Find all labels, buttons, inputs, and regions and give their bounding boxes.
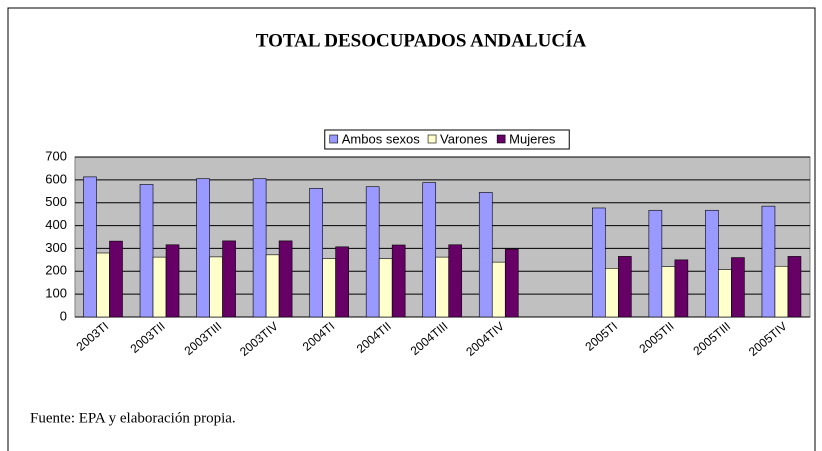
x-tick-label: 2003TIII xyxy=(182,319,225,358)
x-tick-label: 2003TIV xyxy=(237,319,281,359)
bar xyxy=(705,209,719,318)
bar xyxy=(83,176,97,318)
bar xyxy=(648,209,663,318)
chart-title: TOTAL DESOCUPADOS ANDALUCÍA xyxy=(256,29,587,51)
bar xyxy=(618,256,632,318)
legend-swatch xyxy=(496,134,506,144)
bar xyxy=(322,258,336,318)
bar xyxy=(196,178,210,318)
bar xyxy=(422,182,437,318)
x-tick-label: 2005TI xyxy=(582,319,620,354)
legend-label: Mujeres xyxy=(509,131,556,146)
x-tick-label: 2004TIII xyxy=(408,319,451,358)
bar xyxy=(605,268,619,318)
bar xyxy=(109,240,123,318)
x-tick-label: 2004TI xyxy=(300,319,338,354)
legend-swatch xyxy=(329,134,339,144)
legend-label: Ambos sexos xyxy=(342,131,421,146)
y-tick-label: 700 xyxy=(45,148,67,163)
bar xyxy=(165,244,180,318)
y-tick-label: 200 xyxy=(45,263,67,278)
x-tick-label: 2003TI xyxy=(74,319,112,354)
y-tick-label: 500 xyxy=(45,194,67,209)
bar xyxy=(674,259,689,318)
bar xyxy=(252,178,267,318)
bar xyxy=(787,256,802,318)
x-tick-label: 2005TII xyxy=(636,319,676,356)
bar xyxy=(435,256,450,318)
footnote: Fuente: EPA y elaboración propia. xyxy=(30,410,236,426)
bar xyxy=(592,207,606,318)
legend-box xyxy=(324,129,570,150)
bar xyxy=(761,205,776,318)
y-tick-label: 300 xyxy=(45,240,67,255)
bar xyxy=(309,188,323,318)
bar xyxy=(278,240,293,318)
y-tick-label: 600 xyxy=(45,171,67,186)
bar xyxy=(661,266,676,318)
legend-swatch xyxy=(427,134,437,144)
bar xyxy=(491,261,506,318)
x-tick-label: 2003TII xyxy=(128,319,168,356)
legend-label: Varones xyxy=(440,131,488,146)
bar xyxy=(718,269,732,318)
x-tick-label: 2004TII xyxy=(354,319,394,356)
x-tick-label: 2005TIII xyxy=(690,319,733,358)
bar xyxy=(774,265,789,318)
bar xyxy=(448,244,463,318)
bar xyxy=(265,254,280,318)
y-tick-label: 0 xyxy=(60,308,67,323)
bar xyxy=(365,186,380,318)
bar xyxy=(504,248,519,318)
y-tick-label: 100 xyxy=(45,286,67,301)
bar xyxy=(96,252,110,318)
frame xyxy=(7,7,816,451)
x-tick-label: 2005TIV xyxy=(746,319,790,359)
x-tick-label: 2004TIV xyxy=(463,319,507,359)
bar xyxy=(152,256,167,318)
bar xyxy=(731,257,745,318)
bar xyxy=(139,184,154,318)
bar xyxy=(209,256,223,318)
legend: Ambos sexos Varones Mujeres xyxy=(324,129,570,150)
bar xyxy=(222,240,236,318)
bar xyxy=(478,192,493,318)
bar xyxy=(391,244,406,318)
y-tick-label: 400 xyxy=(45,217,67,232)
bar xyxy=(335,246,349,318)
bar xyxy=(378,258,393,318)
